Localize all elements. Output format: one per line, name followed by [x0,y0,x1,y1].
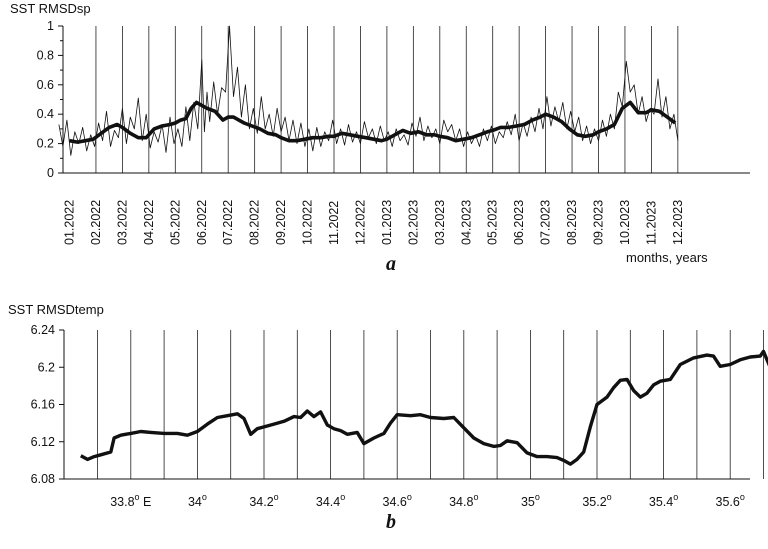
chart-a-xtick-labels: 01.2022 02.2022 03.2022 04.2022 05.2022 06.20… [63,200,685,245]
chart-a-xtick-label: 04.2023 [459,200,473,245]
chart-b-series [79,349,768,466]
chart-b-ylabel: SST RMSDtemp [8,302,104,317]
chart-a-series [58,25,679,156]
chart-b-panel-label: b [386,511,396,533]
chart-a-xtick-label: 04.2022 [142,200,156,245]
chart-a-gridlines [95,26,679,173]
chart-a-xtick-label: 05.2023 [486,200,500,245]
chart-b-gridlines [97,330,764,479]
chart-a-xtick-label: 12.2022 [353,200,367,245]
chart-b-xtick-label: 35.4o [649,492,678,509]
chart-a-ytick-label: 0.4 [37,107,54,121]
chart-a-ytick-label: 0.2 [37,137,54,151]
chart-a-yaxis: 0 0.2 0.4 0.6 0.8 1 [37,19,750,180]
chart-b-xtick-label: 34o [188,492,207,509]
chart-a-xtick-label: 07.2022 [221,200,235,245]
chart-a-panel-label: a [386,253,396,275]
chart-b-series-line [79,349,768,466]
chart-b-xtick-labels: 33.8o E 34o 34.2o 34.4o 34.6o 34.8o 35o 35.2o 35… [110,492,745,509]
chart-b-ytick-label: 6.24 [31,323,55,337]
chart-a-ytick-label: 0.8 [37,48,54,62]
chart-b-xtick-label: 33.8o E [110,492,151,509]
chart-a-ytick-label: 0.6 [37,78,54,92]
chart-a-xtick-label: 12.2023 [671,200,685,245]
chart-a-ylabel: SST RMSDsp [10,1,91,16]
chart-a-ytick-label: 1 [47,19,54,33]
chart-a-xtick-label: 01.2022 [63,200,77,245]
chart-a-xtick-label: 07.2023 [539,200,553,245]
chart-b-xtick-label: 34.4o [316,492,345,509]
chart-b-xtick-label: 34.8o [449,492,478,509]
chart-b-xtick-label: 35o [521,492,540,509]
chart-a-xtick-label: 08.2022 [248,200,262,245]
chart-a-xtick-label: 01.2023 [380,200,394,245]
chart-a-xtick-label: 03.2022 [115,200,129,245]
chart-b-ytick-label: 6.12 [31,435,55,449]
chart-a-xtick-label: 11.2023 [644,201,658,245]
chart-a-xtick-label: 06.2022 [195,200,209,245]
chart-b-xtick-label: 34.6o [383,492,412,509]
chart-a-xtick-label: 10.2023 [618,200,632,245]
chart-b-yaxis: 6.08 6.12 6.16 6.2 6.24 [31,323,750,486]
chart-a-xtick-label: 03.2023 [433,200,447,245]
chart-a-xtick-label: 08.2023 [565,200,579,245]
chart-a-xtick-label: 09.2023 [592,200,606,245]
chart-a-xlabel: months, years [626,250,708,265]
chart-a-xtick-label: 10.2022 [301,200,315,245]
chart-b-ytick-label: 6.2 [38,360,55,374]
chart-a-xtick-label: 09.2022 [274,200,288,245]
chart-a-xtick-label: 02.2023 [406,200,420,245]
chart-a-xtick-label: 05.2022 [168,200,182,245]
chart-a-series-line-thin [58,25,679,156]
chart-a-xtick-label: 02.2022 [89,200,103,245]
chart-b-xtick-label: 34.2o [249,492,278,509]
chart-a-xtick-label: 11.2022 [327,201,341,245]
chart-b-ytick-label: 6.16 [31,398,55,412]
chart-b-xtick-label: 35.6o [716,492,745,509]
chart-b-xtick-label: 35.2o [582,492,611,509]
chart-a-series-line-thick [69,100,677,144]
chart-a-ytick-label: 0 [47,166,54,180]
chart-a-xtick-label: 06.2023 [512,200,526,245]
chart-b-ytick-label: 6.08 [31,472,55,486]
